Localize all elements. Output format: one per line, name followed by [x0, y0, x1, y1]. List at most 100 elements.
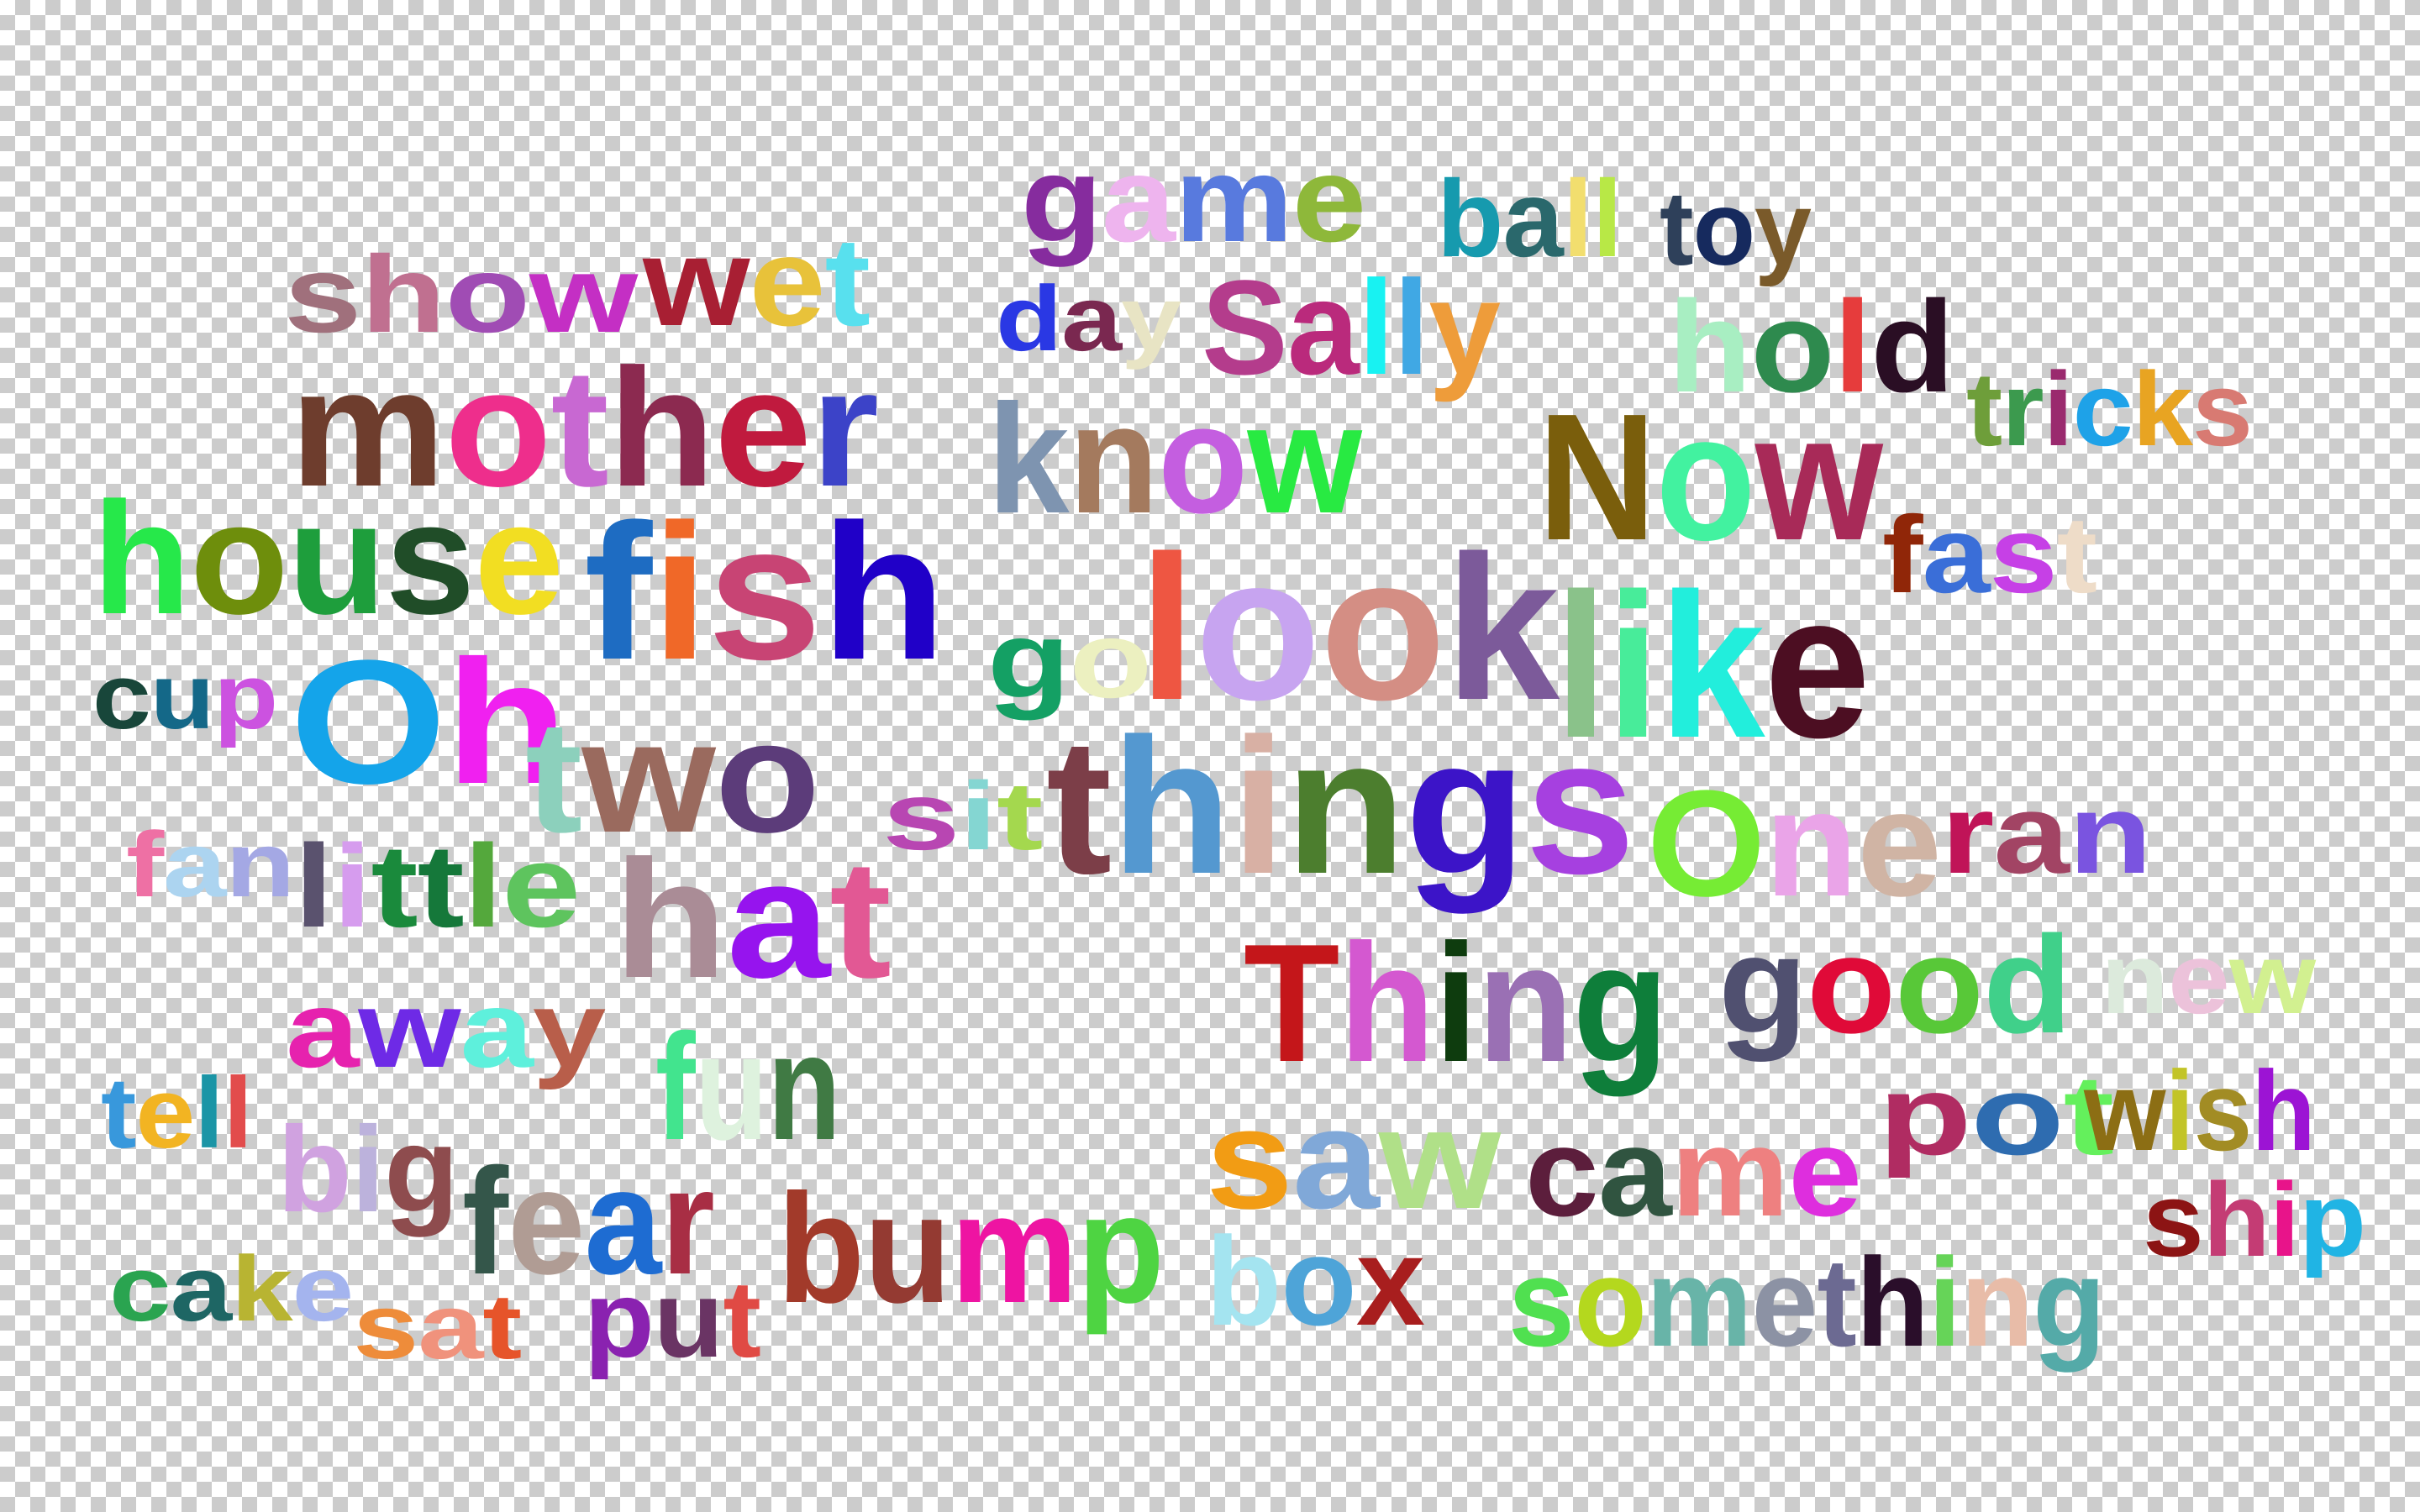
letter: b: [1206, 1210, 1281, 1352]
letter: g: [1021, 131, 1102, 267]
letter: u: [653, 1257, 724, 1380]
letter: e: [1857, 759, 1942, 928]
letter: o: [1692, 171, 1755, 287]
letter: g: [1718, 907, 1807, 1062]
word-show: show: [284, 239, 638, 349]
letter: l: [1393, 252, 1429, 402]
letter: e: [1292, 131, 1366, 267]
letter: l: [223, 1057, 253, 1169]
letter: e: [135, 1057, 195, 1169]
letter: i: [959, 763, 997, 870]
word-sally: Sally: [1202, 260, 1501, 395]
letter: g: [1572, 910, 1669, 1097]
letter: k: [231, 1237, 293, 1341]
word-away: away: [286, 974, 606, 1084]
letter: t: [371, 820, 418, 952]
letter: t: [525, 688, 582, 866]
word-oh: Oh: [290, 634, 568, 811]
word-little: little: [294, 827, 581, 945]
letter: o: [1655, 375, 1755, 578]
word-fish: fish: [584, 496, 946, 689]
letter: b: [1437, 157, 1503, 280]
letter: t: [101, 1057, 136, 1169]
word-one: One: [1647, 769, 1942, 920]
letter: o: [1806, 907, 1896, 1062]
letter: n: [767, 1003, 840, 1172]
letter: S: [1202, 252, 1288, 402]
letter: f: [462, 1137, 508, 1306]
word-things: things: [1046, 710, 1635, 903]
letter: a: [1101, 131, 1176, 267]
letter: t: [550, 334, 609, 522]
letter: n: [225, 813, 295, 916]
letter: t: [829, 826, 892, 1013]
letter: n: [2101, 922, 2169, 1035]
letter: w: [1754, 375, 1883, 578]
letter: w: [358, 968, 460, 1090]
letter: s: [708, 484, 822, 700]
letter: i: [332, 820, 372, 952]
letter: h: [1111, 698, 1232, 914]
letter: s: [1508, 1231, 1575, 1373]
letter: m: [1670, 1101, 1790, 1242]
letter: O: [1647, 759, 1765, 928]
letter: w: [2228, 922, 2316, 1035]
word-bump: bump: [777, 1172, 1165, 1327]
letter: b: [277, 1101, 352, 1237]
word-like: like: [1555, 563, 1870, 769]
letter: e: [502, 820, 581, 952]
letter: a: [286, 968, 360, 1090]
letter: s: [2143, 1162, 2204, 1278]
letter: p: [584, 1257, 655, 1380]
letter: l: [1555, 550, 1607, 780]
letter: t: [1966, 351, 2002, 468]
letter: t: [1660, 171, 1694, 287]
word-put: put: [584, 1264, 761, 1373]
letter: w: [643, 211, 750, 352]
word-toy: toy: [1660, 176, 1812, 281]
word-saw: saw: [1206, 1088, 1501, 1231]
letter: n: [1477, 910, 1573, 1097]
letter: r: [2002, 351, 2044, 468]
letter: p: [1878, 1052, 1972, 1179]
word-sat: sat: [353, 1281, 522, 1373]
letter: u: [150, 645, 215, 748]
letter: l: [1833, 274, 1871, 419]
letter: i: [2043, 351, 2074, 468]
letter: h: [608, 334, 715, 522]
letter: e: [1764, 550, 1870, 780]
letter: f: [655, 1003, 696, 1172]
word-fan: fan: [126, 819, 295, 911]
letter: k: [1659, 550, 1765, 780]
letter: a: [1597, 1101, 1672, 1242]
letter: l: [1591, 157, 1623, 280]
letter: e: [292, 1237, 355, 1341]
letter: c: [1525, 1101, 1599, 1242]
letter: i: [1607, 550, 1660, 780]
letter: l: [1358, 252, 1395, 402]
letter: e: [508, 1137, 585, 1306]
word-go: go: [987, 605, 1152, 714]
word-thing: Thing: [1244, 920, 1669, 1088]
letter: m: [1645, 1231, 1752, 1373]
letter: a: [584, 1137, 661, 1306]
letter: e: [714, 334, 812, 522]
letter: h: [820, 484, 946, 700]
word-ship: ship: [2143, 1168, 2366, 1273]
letter: a: [1993, 770, 2070, 897]
word-new: new: [2101, 928, 2316, 1029]
letter: l: [463, 820, 503, 952]
letter: k: [987, 373, 1070, 546]
letter: n: [2068, 770, 2153, 897]
letter: o: [445, 233, 531, 355]
letter: o: [1069, 598, 1153, 721]
letter: o: [445, 334, 551, 522]
word-look: look: [1139, 525, 1560, 731]
letter: t: [2063, 1052, 2115, 1179]
letter: n: [1285, 698, 1407, 914]
letter: h: [360, 233, 446, 355]
letter: k: [2132, 351, 2193, 468]
letter: u: [287, 470, 386, 648]
word-tell: tell: [101, 1063, 253, 1163]
